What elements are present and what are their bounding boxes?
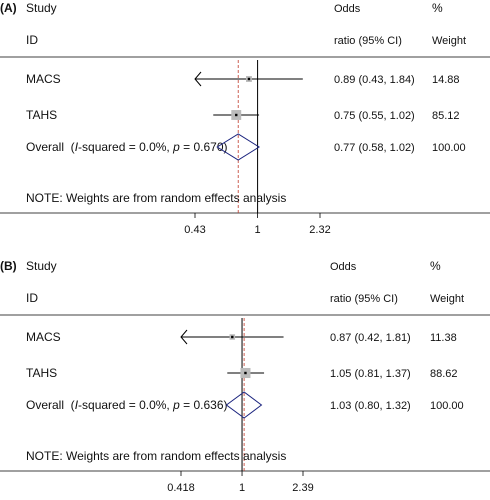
overall-label-part: Overall ( <box>26 140 75 154</box>
header-id: ID <box>26 291 38 305</box>
header-ratio-ci: ratio (95% CI) <box>334 35 402 47</box>
study-weight: 11.38 <box>430 332 457 344</box>
panel-label: (B) <box>0 259 17 273</box>
study-or-ci: 0.75 (0.55, 1.02) <box>334 110 415 122</box>
axis-tick-label: 2.39 <box>292 482 313 494</box>
study-weight: 85.12 <box>432 110 460 122</box>
study-weight: 88.62 <box>430 368 458 380</box>
header-ratio-ci: ratio (95% CI) <box>330 293 398 305</box>
overall-label-part: Overall ( <box>26 398 75 412</box>
header-percent: % <box>430 259 441 273</box>
point-estimate <box>231 335 234 339</box>
overall-or-ci: 0.77 (0.58, 1.02) <box>334 142 415 154</box>
overall-weight: 100.00 <box>432 142 466 154</box>
study-name: MACS <box>26 330 61 344</box>
overall-diamond <box>216 133 261 161</box>
ci-clip-arrow <box>194 71 202 87</box>
header-odds: Odds <box>330 261 357 273</box>
overall-or-ci: 1.03 (0.80, 1.32) <box>330 400 411 412</box>
header-study: Study <box>26 1 57 15</box>
axis-tick-label: 0.43 <box>184 224 205 236</box>
overall-label-part: -squared = 0.0%, <box>78 398 173 412</box>
forest-panel-a: (A) Study ID Odds ratio (95% CI)% Weight MACS 0… <box>0 1 490 236</box>
header-id: ID <box>26 33 38 47</box>
overall-label: Overall (I-squared = 0.0%, p = 0.636) <box>26 398 227 412</box>
axis-tick-label: 2.32 <box>309 224 330 236</box>
overall-weight: 100.00 <box>430 400 464 412</box>
overall-label: Overall (I-squared = 0.0%, p = 0.670) <box>26 140 227 154</box>
overall-label-part: -squared = 0.0%, <box>78 140 173 154</box>
study-name: TAHS <box>26 366 57 380</box>
overall-diamond <box>225 391 263 419</box>
study-weight: 14.88 <box>432 74 460 86</box>
panel-label: (A) <box>0 1 17 15</box>
header-weight: Weight <box>432 35 466 47</box>
overall-label-part: I <box>75 140 79 154</box>
overall-label-part: = 0.636) <box>180 398 228 412</box>
overall-label-part: p <box>172 140 180 154</box>
study-or-ci: 0.89 (0.43, 1.84) <box>334 74 415 86</box>
ci-clip-arrow <box>180 329 188 345</box>
study-or-ci: 1.05 (0.81, 1.37) <box>330 368 411 380</box>
study-name: MACS <box>26 72 61 86</box>
header-weight: Weight <box>430 293 464 305</box>
header-odds: Odds <box>334 3 361 15</box>
forest-panel-b: (B) Study ID Odds ratio (95% CI)% Weight MACS 0… <box>0 259 490 494</box>
axis-tick-label: 1 <box>239 482 245 494</box>
header-study: Study <box>26 259 57 273</box>
study-or-ci: 0.87 (0.42, 1.81) <box>330 332 411 344</box>
point-estimate <box>247 77 251 81</box>
axis-tick-label: 0.418 <box>167 482 195 494</box>
axis-tick-label: 1 <box>255 224 261 236</box>
overall-label-part: = 0.670) <box>180 140 228 154</box>
note-text: NOTE: Weights are from random effects an… <box>26 191 286 205</box>
header-percent: % <box>432 1 443 15</box>
note-text: NOTE: Weights are from random effects an… <box>26 449 286 463</box>
overall-label-part: I <box>75 398 79 412</box>
point-estimate <box>244 371 247 375</box>
overall-label-part: p <box>172 398 180 412</box>
point-estimate <box>235 113 238 117</box>
study-name: TAHS <box>26 108 57 122</box>
